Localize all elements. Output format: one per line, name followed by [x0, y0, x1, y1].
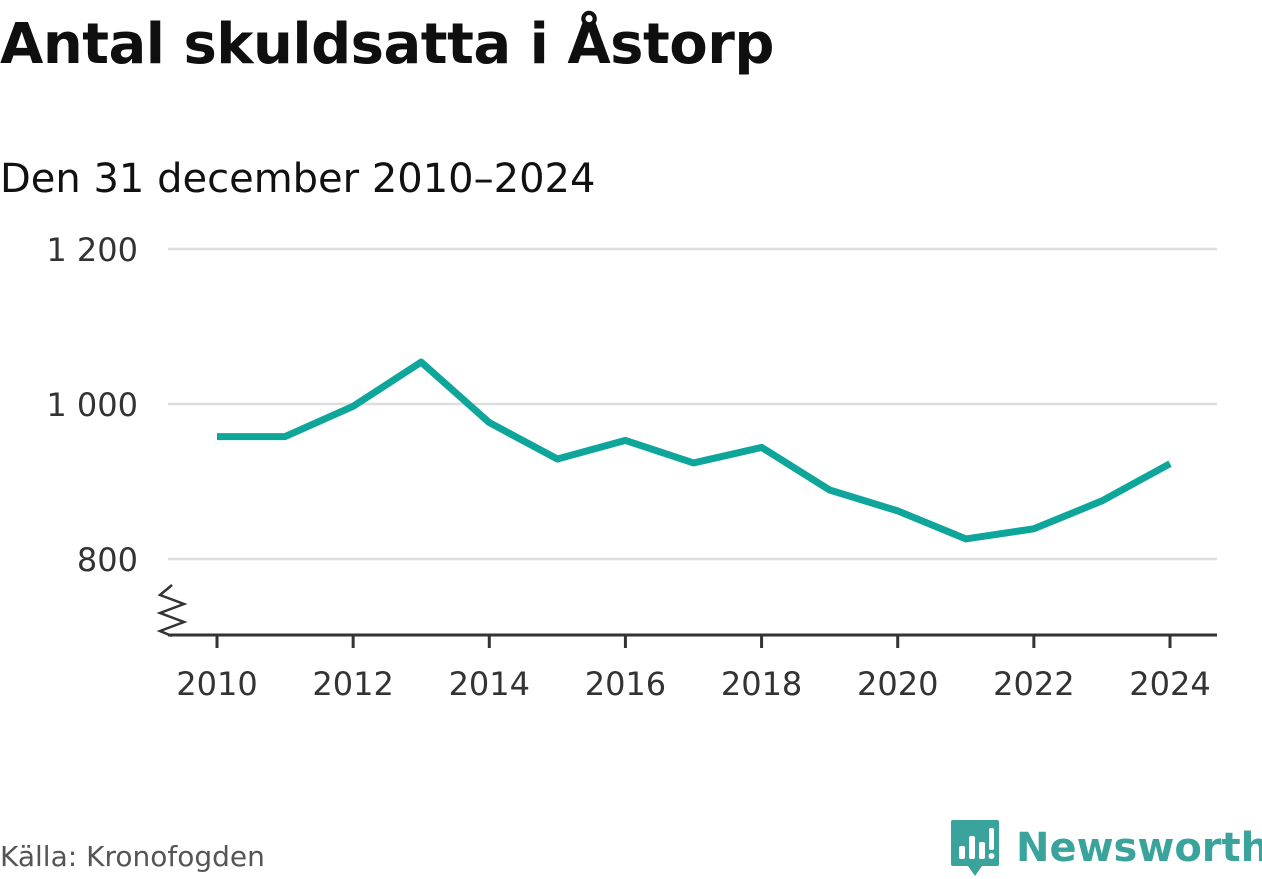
y-axis-break-icon [156, 584, 188, 638]
y-tick-label-1000: 1 000 [46, 386, 138, 424]
newsworthy-logo-icon [951, 820, 999, 876]
x-tick-label-2018: 2018 [721, 665, 802, 703]
brand-name: Newsworthy [1016, 825, 1262, 871]
y-tick-label-1200: 1 200 [46, 231, 138, 269]
data-point-2020 [894, 507, 901, 514]
data-point-2019 [826, 487, 833, 494]
data-point-2024 [1167, 460, 1174, 467]
x-tick-label-2010: 2010 [176, 665, 257, 703]
data-point-2011 [282, 433, 289, 440]
source-note: Källa: Kronofogden [0, 840, 265, 873]
x-tick-label-2014: 2014 [449, 665, 530, 703]
data-point-2016 [622, 437, 629, 444]
chart-title: Antal skuldsatta i Åstorp [0, 12, 774, 77]
line-chart: 800 1 000 1 200 2010 2012 2014 2016 2018 2020 202… [46, 231, 1217, 703]
data-point-2022 [1030, 525, 1037, 532]
data-point-2010 [214, 433, 221, 440]
data-point-2015 [554, 456, 561, 463]
data-point-2017 [690, 459, 697, 466]
chart-subtitle: Den 31 december 2010–2024 [0, 156, 596, 202]
x-tick-label-2022: 2022 [993, 665, 1074, 703]
x-tick-label-2012: 2012 [312, 665, 393, 703]
x-tick-label-2016: 2016 [585, 665, 666, 703]
x-tick-label-2024: 2024 [1129, 665, 1210, 703]
x-tick-label-2020: 2020 [857, 665, 938, 703]
data-point-2012 [350, 403, 357, 410]
series-line-0 [217, 358, 1172, 543]
data-point-2023 [1098, 497, 1105, 504]
brand-logo: Newsworthy [950, 818, 1262, 878]
data-point-2018 [758, 444, 765, 451]
data-point-2021 [962, 535, 969, 542]
data-point-2014 [486, 419, 493, 426]
y-tick-label-800: 800 [77, 541, 138, 579]
data-point-2013 [418, 359, 425, 366]
